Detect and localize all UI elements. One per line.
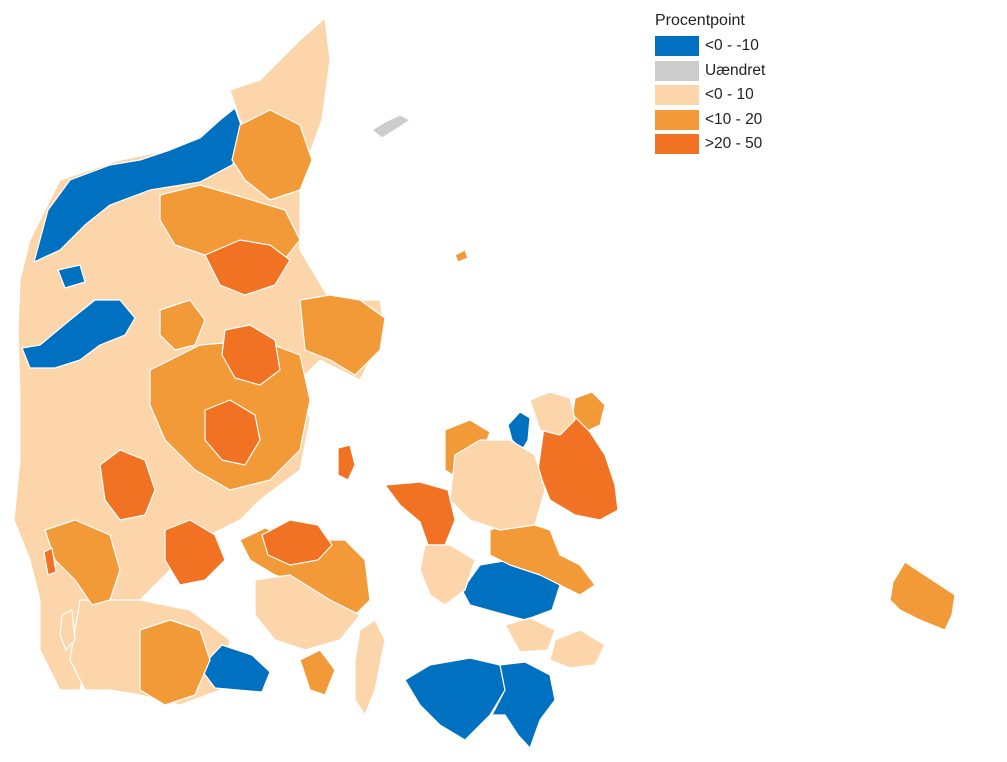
legend-swatch <box>655 134 699 155</box>
region-langeland <box>354 619 386 716</box>
legend-item-unchanged: Uændret <box>655 59 765 84</box>
region-morsø-skive-west <box>21 299 136 369</box>
region-lemvig-small <box>57 264 86 289</box>
legend-title: Procentpoint <box>655 12 745 29</box>
legend-item-mid: <10 - 20 <box>655 108 765 133</box>
region-aalborg-south <box>204 239 291 296</box>
legend-label: >20 - 50 <box>705 135 763 153</box>
legend-swatch <box>655 85 699 106</box>
region-lolland <box>404 657 506 741</box>
legend-label: <0 - -10 <box>705 37 759 55</box>
region-anholt <box>454 249 469 263</box>
region-funen-south <box>254 574 361 651</box>
legend-item-low: <0 - 10 <box>655 83 765 108</box>
region-samsø <box>337 444 356 481</box>
region-skive-mid <box>159 299 206 351</box>
map-legend: Procentpoint <0 - -10 Uændret <0 - 10 <1… <box>655 12 765 157</box>
region-vejle <box>164 519 226 586</box>
legend-swatch <box>655 109 699 130</box>
region-bornholm <box>889 561 956 631</box>
region-herning <box>99 449 156 521</box>
legend-swatch <box>655 60 699 81</box>
region-djursland <box>299 294 386 376</box>
legend-label: Uændret <box>705 61 766 79</box>
legend-label: <0 - 10 <box>705 86 754 104</box>
region-holbæk <box>384 481 456 546</box>
region-zealand-west <box>449 439 546 531</box>
region-guldborgsund <box>491 661 556 749</box>
region-als-sønderborg <box>199 644 271 693</box>
region-langeland-tip <box>299 649 336 696</box>
region-læsø <box>371 114 411 139</box>
region-north-zealand <box>529 391 576 436</box>
region-odense <box>261 519 333 566</box>
region-møn <box>549 629 606 669</box>
region-zealand-south <box>419 544 476 606</box>
region-rebild-viborg <box>221 324 281 386</box>
legend-swatch <box>655 36 699 57</box>
legend-item-high: >20 - 50 <box>655 132 765 157</box>
region-southern-jutland-east <box>44 519 121 606</box>
region-vendsyssel <box>231 109 313 201</box>
region-west-coast-island <box>59 609 76 651</box>
region-fanø-strip <box>43 547 57 576</box>
region-haderslev-aabenraa <box>139 619 211 706</box>
legend-label: <10 - 20 <box>705 110 763 128</box>
region-thisted <box>33 107 249 263</box>
region-stevns <box>504 617 556 653</box>
region-odsherred-strip <box>507 411 531 451</box>
legend-item-neg: <0 - -10 <box>655 34 765 59</box>
region-copenhagen-suburbs <box>537 411 619 521</box>
region-silkeborg <box>204 399 261 466</box>
region-zealand-mid <box>489 519 596 596</box>
region-næstved-vordingborg <box>461 559 561 621</box>
